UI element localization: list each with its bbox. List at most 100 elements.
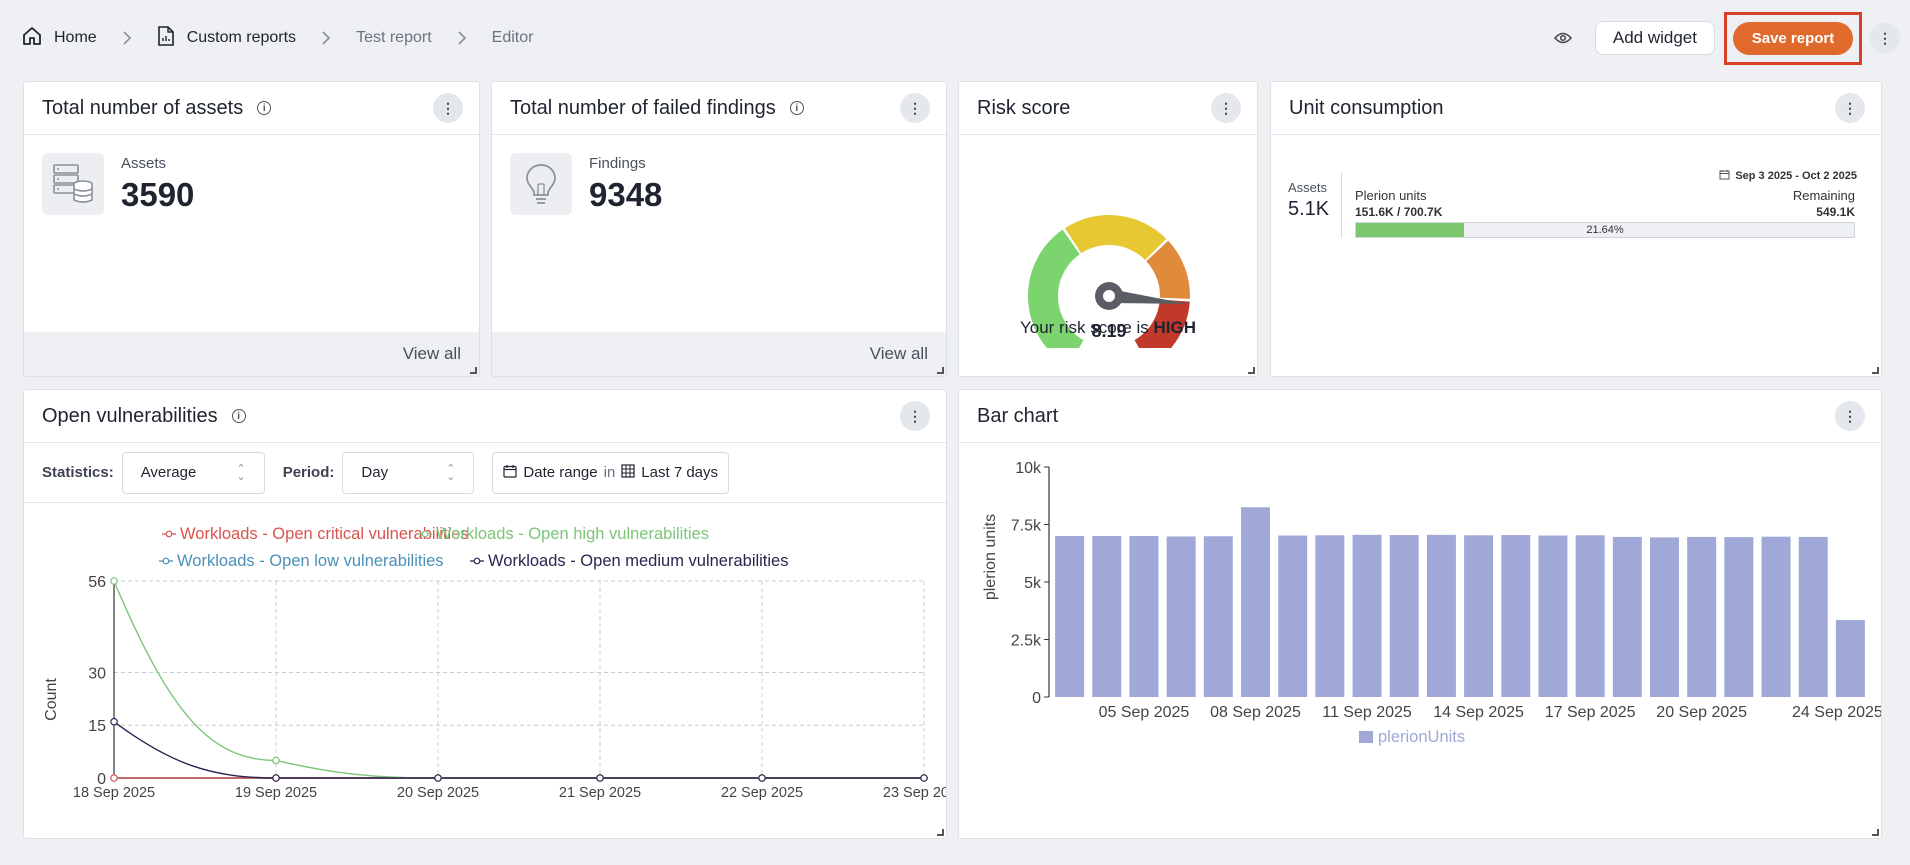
period-label: Period:	[282, 464, 335, 481]
risk-score-value: 8.19	[1091, 321, 1126, 341]
resize-handle[interactable]	[470, 367, 477, 374]
card-title: Total number of failed findings	[510, 96, 776, 119]
legend-label: Workloads - Open high vulnerabilities	[436, 525, 709, 543]
view-all-link[interactable]: View all	[24, 332, 479, 376]
card-menu-icon[interactable]: ⋮	[900, 401, 930, 431]
bar	[1687, 536, 1717, 697]
series-line	[113, 580, 924, 779]
y-tick-label: 30	[88, 665, 106, 682]
view-all-link[interactable]: View all	[492, 332, 946, 376]
card-header: Unit consumption ⋮	[1271, 82, 1881, 135]
bar-chart-card: Bar chart ⋮ 0 2.5k 5k 7.5k 10k plerion units 0…	[958, 389, 1882, 839]
bar	[1092, 536, 1122, 697]
data-point	[110, 717, 118, 726]
breadcrumb-test-report-label: Test report	[356, 29, 432, 46]
info-icon[interactable]: i	[257, 101, 272, 115]
data-point	[110, 774, 118, 782]
x-tick-label: 08 Sep 2025	[1210, 704, 1301, 721]
add-widget-button[interactable]: Add widget	[1594, 21, 1715, 55]
assets-value: 5.1K	[1288, 198, 1330, 220]
data-point	[272, 756, 280, 765]
legend-swatch	[1359, 731, 1373, 743]
breadcrumb-custom-reports-label: Custom reports	[186, 29, 297, 46]
breadcrumb: Home Custom reports Test report Editor	[22, 25, 534, 51]
statistics-select[interactable]: Average ⌃ ⌄	[121, 451, 265, 494]
preview-eye-icon[interactable]	[1551, 26, 1575, 50]
bar	[1278, 535, 1308, 697]
calendar-icon	[1719, 169, 1730, 183]
y-axis-label: Count	[43, 678, 60, 721]
usage-progress-bar: 21.64%	[1355, 222, 1855, 238]
bar	[1835, 619, 1865, 697]
x-tick-label: 23 Sep 2025	[883, 785, 947, 801]
gauge-segment	[1028, 229, 1084, 348]
findings-card: Total number of failed findings i ⋮ Find…	[491, 81, 947, 377]
legend-marker	[165, 530, 173, 538]
resize-handle[interactable]	[937, 829, 944, 836]
chevron-updown-icon: ⌃ ⌄	[446, 462, 456, 483]
unit-consumption-card: Unit consumption ⋮ Assets 5.1K Sep 3 202…	[1270, 81, 1882, 377]
breadcrumb-home-label: Home	[54, 29, 97, 46]
date-range-text: Sep 3 2025 - Oct 2 2025	[1735, 170, 1857, 182]
remaining-label: Remaining	[1792, 188, 1855, 203]
chart-controls: Statistics: Average ⌃ ⌄ Period: Day ⌃ ⌄ Da…	[24, 443, 946, 503]
date-range: Sep 3 2025 - Oct 2 2025	[1719, 169, 1857, 183]
bar	[1798, 536, 1828, 697]
card-menu-icon[interactable]: ⋮	[1835, 93, 1865, 123]
card-menu-icon[interactable]: ⋮	[900, 93, 930, 123]
metric-value: 9348	[589, 176, 663, 213]
x-tick-label: 18 Sep 2025	[73, 785, 155, 801]
breadcrumb-editor-label: Editor	[491, 29, 534, 46]
database-icon	[42, 153, 104, 215]
chevron-right-icon	[296, 31, 356, 45]
info-icon[interactable]: i	[789, 101, 804, 115]
data-point	[758, 774, 766, 782]
data-point	[110, 577, 118, 585]
legend-label: Workloads - Open medium vulnerabilities	[488, 552, 789, 570]
bar	[1315, 535, 1345, 697]
metric-label: Assets	[121, 155, 167, 172]
card-header: Total number of assets i ⋮	[24, 82, 479, 135]
risk-summary: Your risk score is HIGH	[959, 318, 1257, 338]
card-title: Total number of assets	[42, 96, 244, 119]
card-menu-icon[interactable]: ⋮	[1211, 93, 1241, 123]
home-icon	[22, 26, 42, 51]
legend-label: Workloads - Open low vulnerabilities	[177, 552, 444, 570]
data-point	[272, 774, 280, 782]
bar	[1203, 536, 1233, 697]
period-select[interactable]: Day ⌃ ⌄	[342, 451, 475, 494]
resize-handle[interactable]	[1248, 367, 1255, 374]
legend-label: Workloads - Open critical vulnerabilitie…	[180, 525, 469, 543]
data-point	[596, 774, 604, 782]
more-options-icon[interactable]: ⋮	[1870, 23, 1900, 53]
legend-marker	[473, 557, 481, 565]
data-point	[920, 774, 928, 782]
date-range-picker[interactable]: Date range in Last 7 days	[492, 451, 730, 494]
resize-handle[interactable]	[937, 367, 944, 374]
resize-handle[interactable]	[1872, 367, 1879, 374]
gauge-needle	[1108, 289, 1189, 304]
x-tick-label: 22 Sep 2025	[721, 785, 803, 801]
y-tick-label: 2.5k	[1011, 633, 1042, 650]
save-report-button[interactable]: Save report	[1733, 21, 1853, 55]
card-menu-icon[interactable]: ⋮	[433, 93, 463, 123]
metric: Assets 3590	[24, 135, 479, 233]
usage-progress-fill	[1356, 223, 1464, 237]
y-tick-label: 5k	[1024, 575, 1042, 592]
card-menu-icon[interactable]: ⋮	[1835, 401, 1865, 431]
y-tick-label: 0	[1032, 690, 1041, 707]
metric-label: Findings	[589, 155, 646, 172]
breadcrumb-custom-reports[interactable]: Custom reports	[157, 25, 297, 51]
breadcrumb-test-report[interactable]: Test report	[356, 29, 432, 47]
breadcrumb-editor: Editor	[492, 29, 534, 47]
y-tick-label: 0	[97, 771, 106, 788]
resize-handle[interactable]	[1872, 829, 1879, 836]
info-icon[interactable]: i	[231, 409, 246, 423]
date-range-value: Last 7 days	[641, 464, 719, 481]
breadcrumb-home[interactable]: Home	[22, 26, 97, 51]
risk-gauge: 8.19	[1028, 215, 1190, 348]
chevron-right-icon	[432, 31, 492, 45]
card-title: Unit consumption	[1289, 96, 1444, 119]
x-tick-label: 11 Sep 2025	[1322, 704, 1412, 721]
card-header: Risk score ⋮	[959, 82, 1257, 135]
